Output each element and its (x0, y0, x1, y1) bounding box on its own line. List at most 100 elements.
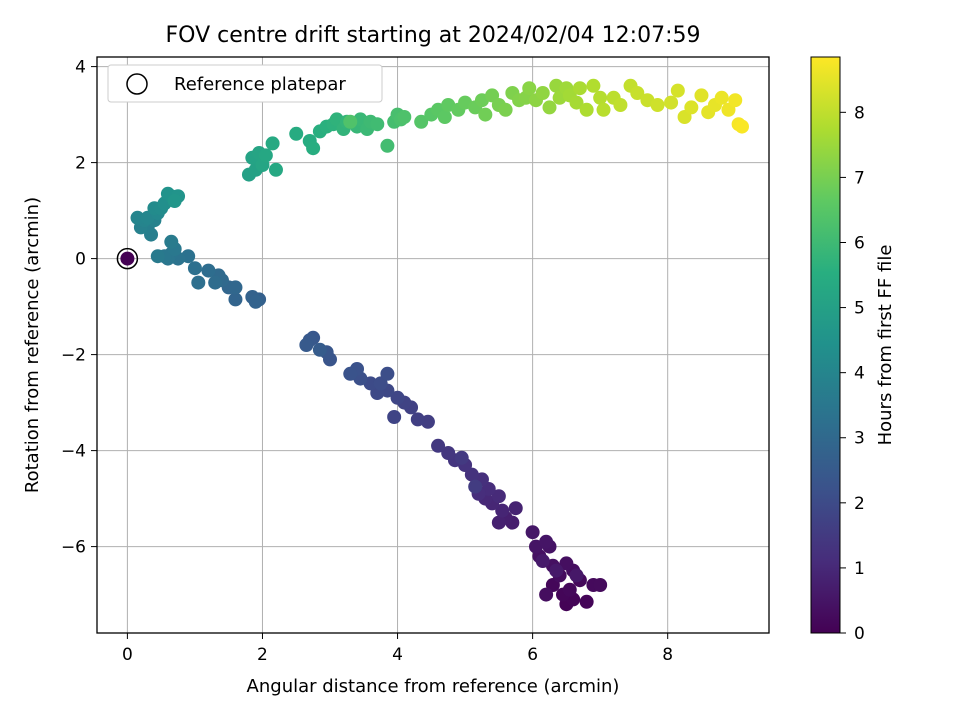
data-point (387, 410, 402, 424)
data-point (670, 83, 685, 98)
legend-reference-marker-icon (126, 73, 148, 95)
colorbar: 0 1 2 3 4 5 6 7 8 Hours from first FF file (810, 56, 896, 644)
data-point (343, 366, 358, 381)
colorbar-tick-label: 4 (854, 364, 865, 384)
colorbar-tick-label: 1 (854, 559, 865, 579)
data-point (539, 587, 554, 602)
data-point (694, 88, 709, 103)
data-point (454, 450, 469, 465)
x-axis-ticks: 0 2 4 6 8 (122, 633, 673, 665)
data-point (228, 292, 243, 307)
data-point (441, 446, 456, 460)
legend: Reference platepar (107, 64, 383, 103)
data-point (508, 501, 523, 516)
scatter-points (116, 78, 749, 612)
data-point (491, 489, 506, 504)
y-axis-label: Rotation from reference (arcmin) (22, 197, 43, 493)
data-point (559, 556, 574, 571)
data-point (498, 102, 513, 117)
y-tick-label: −2 (61, 346, 86, 366)
data-point (130, 210, 145, 225)
y-tick-label: 4 (75, 58, 86, 78)
data-point (549, 563, 564, 578)
data-point (343, 114, 358, 129)
legend-box (107, 64, 383, 103)
y-tick-label: 0 (75, 250, 86, 270)
data-point (535, 86, 550, 100)
data-point (410, 412, 425, 427)
legend-entry-label: Reference platepar (174, 74, 346, 95)
colorbar-tick-label: 3 (854, 429, 865, 449)
y-axis-ticks: −6 −4 −2 0 2 4 (61, 58, 97, 558)
data-point (535, 554, 550, 568)
data-point (542, 100, 557, 115)
data-point (187, 261, 202, 276)
data-point (596, 102, 611, 117)
chart-title: FOV centre drift starting at 2024/02/04 … (166, 23, 701, 48)
data-point (586, 78, 601, 93)
data-point (167, 194, 182, 208)
data-point (613, 98, 628, 112)
data-point (258, 148, 273, 163)
data-point (248, 294, 263, 309)
data-point (312, 342, 327, 357)
data-point (289, 126, 304, 141)
x-tick-label: 0 (122, 645, 133, 665)
data-point (522, 81, 537, 96)
data-point (539, 534, 554, 549)
colorbar-ticks: 0 1 2 3 4 5 6 7 8 (840, 103, 865, 644)
data-point (684, 100, 699, 115)
y-tick-label: 2 (75, 154, 86, 174)
data-point (579, 594, 594, 609)
data-point (468, 479, 483, 494)
data-point (728, 93, 743, 108)
colorbar-label: Hours from first FF file (875, 245, 896, 446)
data-point (562, 582, 577, 597)
data-point (630, 86, 645, 100)
x-tick-label: 8 (662, 645, 673, 665)
x-tick-label: 6 (527, 645, 538, 665)
data-point (306, 141, 321, 156)
data-point (478, 107, 493, 122)
data-point (569, 95, 584, 110)
colorbar-tick-label: 2 (854, 494, 865, 514)
reference-platepar-marker (116, 247, 139, 270)
colorbar-tick-label: 6 (854, 233, 865, 253)
data-point (495, 503, 510, 518)
plot-frame (96, 56, 770, 634)
data-point (397, 110, 412, 124)
data-point (150, 249, 165, 264)
y-tick-label: −6 (61, 538, 86, 558)
data-point (714, 90, 729, 105)
data-point (431, 438, 446, 453)
x-tick-label: 2 (257, 645, 268, 665)
data-point (650, 98, 665, 112)
data-point (164, 234, 179, 249)
colorbar-tick-label: 8 (854, 103, 865, 123)
data-point (491, 515, 506, 530)
data-point (664, 95, 679, 110)
data-point (120, 251, 135, 266)
data-point (390, 390, 405, 405)
data-point (414, 114, 429, 129)
data-point (191, 275, 206, 290)
data-point (228, 280, 243, 295)
data-point (380, 366, 395, 381)
grid-lines (97, 57, 769, 633)
data-point (208, 275, 223, 290)
data-point (370, 117, 385, 132)
x-tick-label: 4 (392, 645, 403, 665)
colorbar-tick-label: 0 (854, 624, 865, 644)
y-tick-label: −4 (61, 442, 86, 462)
data-point (265, 136, 280, 151)
data-point (593, 578, 608, 592)
colorbar-gradient (810, 56, 841, 634)
colorbar-tick-label: 5 (854, 299, 865, 319)
data-point (579, 102, 594, 117)
data-point (593, 90, 608, 105)
data-point (525, 525, 540, 540)
colorbar-tick-label: 7 (854, 168, 865, 188)
data-point (734, 119, 749, 134)
data-point (268, 162, 283, 177)
